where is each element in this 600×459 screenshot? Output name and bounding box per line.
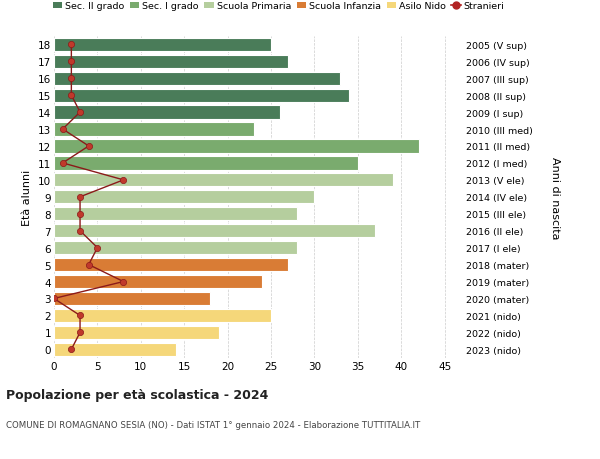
Bar xyxy=(54,174,392,187)
Bar xyxy=(54,140,419,153)
Bar xyxy=(54,275,262,289)
Bar xyxy=(54,191,314,204)
Text: Popolazione per età scolastica - 2024: Popolazione per età scolastica - 2024 xyxy=(6,388,268,401)
Bar xyxy=(54,207,297,221)
Bar xyxy=(54,123,254,136)
Bar xyxy=(54,309,271,322)
Bar xyxy=(54,39,271,52)
Legend: Sec. II grado, Sec. I grado, Scuola Primaria, Scuola Infanzia, Asilo Nido, Stran: Sec. II grado, Sec. I grado, Scuola Prim… xyxy=(53,2,505,11)
Text: COMUNE DI ROMAGNANO SESIA (NO) - Dati ISTAT 1° gennaio 2024 - Elaborazione TUTTI: COMUNE DI ROMAGNANO SESIA (NO) - Dati IS… xyxy=(6,420,420,429)
Bar xyxy=(54,157,358,170)
Y-axis label: Anni di nascita: Anni di nascita xyxy=(550,156,560,239)
Y-axis label: Età alunni: Età alunni xyxy=(22,169,32,225)
Bar xyxy=(54,106,280,119)
Bar xyxy=(54,73,340,85)
Bar xyxy=(54,343,176,356)
Bar xyxy=(54,56,289,69)
Bar xyxy=(54,326,219,339)
Bar xyxy=(54,90,349,102)
Bar xyxy=(54,258,289,272)
Bar xyxy=(54,224,375,238)
Bar xyxy=(54,241,297,255)
Bar xyxy=(54,292,210,305)
